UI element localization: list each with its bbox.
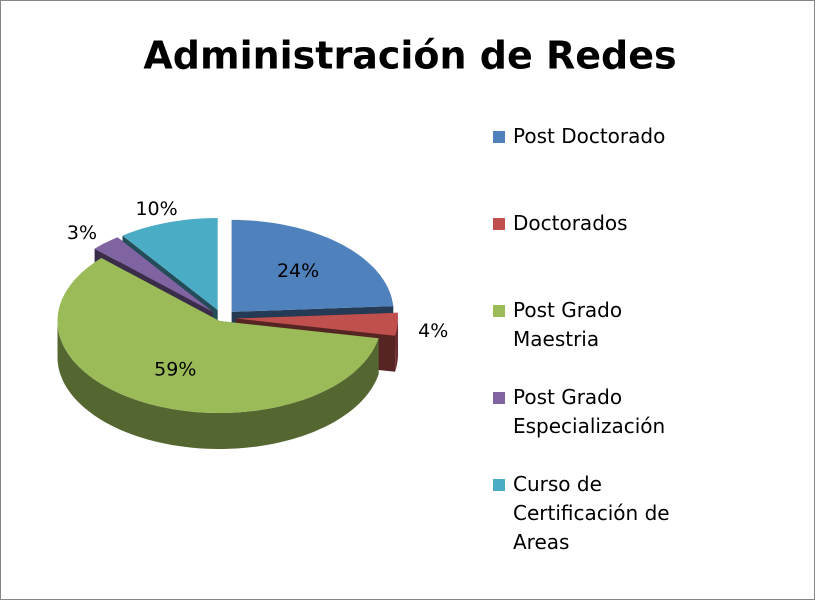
slice xyxy=(57,258,379,413)
legend-item: Curso de Certificación de Areas xyxy=(493,470,683,557)
legend-swatch xyxy=(493,218,505,230)
chart-title: Administración de Redes xyxy=(143,34,676,78)
slice xyxy=(236,312,398,336)
legend-swatch xyxy=(493,479,505,491)
legend-swatch xyxy=(493,305,505,317)
legend-swatch xyxy=(493,131,505,143)
pie xyxy=(57,218,398,449)
legend-item: Post Doctorado xyxy=(493,122,683,151)
legend-item: Post Grado Maestria xyxy=(493,296,683,354)
legend-label: Post Grado Maestria xyxy=(513,298,623,351)
slice xyxy=(231,219,394,312)
slice xyxy=(122,218,218,310)
data-label: 24% xyxy=(277,260,319,282)
data-label: 4% xyxy=(418,320,448,342)
legend-label: Doctorados xyxy=(513,211,628,235)
legend-item: Doctorados xyxy=(493,209,683,238)
legend-item: Post Grado Especialización xyxy=(493,383,683,441)
data-label: 10% xyxy=(135,198,177,220)
slice xyxy=(94,237,213,312)
legend-label: Curso de Certificación de Areas xyxy=(513,472,670,554)
slice-side xyxy=(57,321,379,449)
legend-label: Post Grado Especialización xyxy=(513,385,666,438)
legend-label: Post Doctorado xyxy=(513,124,666,148)
legend-swatch xyxy=(493,392,505,404)
slice-side xyxy=(395,318,398,372)
data-label: 3% xyxy=(67,222,97,244)
data-label: 59% xyxy=(154,359,196,381)
